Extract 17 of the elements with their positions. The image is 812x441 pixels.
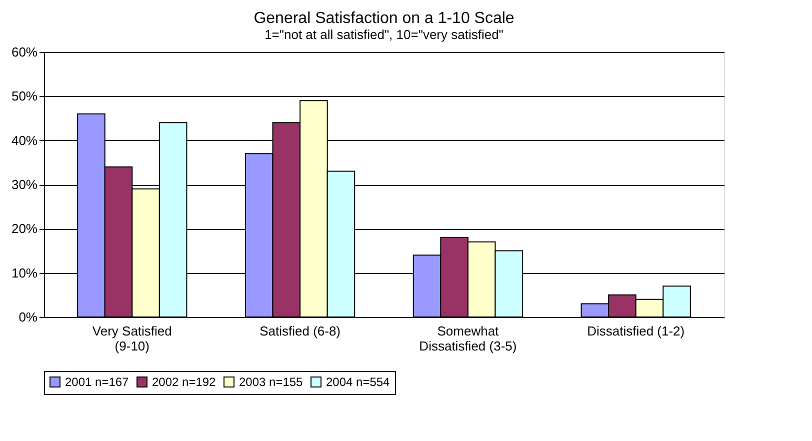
y-tick-label: 60%	[11, 44, 38, 60]
y-tick-label: 0%	[18, 310, 38, 324]
y-tick-label: 10%	[11, 265, 38, 280]
y-tick-label: 50%	[11, 88, 38, 104]
chart-subtitle: 1="not at all satisfied", 10="very satisfied"	[264, 27, 504, 42]
legend-label: 2004 n=554	[326, 375, 390, 389]
x-tick-label: Somewhat Dissatisfied (3-5)	[419, 324, 517, 354]
chart-title: General Satisfaction on a 1-10 Scale	[254, 10, 514, 27]
y-tick-label: 40%	[11, 132, 38, 148]
x-tick-label: Very Satisfied (9-10)	[92, 324, 172, 354]
y-tick-label: 20%	[11, 221, 38, 236]
x-tick-label: Satisfied (6-8)	[260, 324, 341, 338]
y-tick-label: 30%	[11, 177, 38, 192]
legend-label: 2002 n=192	[152, 375, 216, 389]
legend-label: 2001 n=167	[65, 375, 130, 389]
legend-label: 2003 n=155	[239, 375, 304, 389]
x-tick-label: Dissatisfied (1-2)	[587, 324, 685, 338]
